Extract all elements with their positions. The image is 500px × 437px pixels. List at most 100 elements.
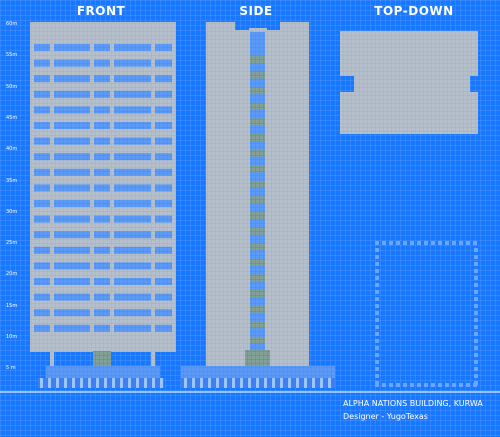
side-core-floor (250, 165, 265, 173)
front-window-band (34, 122, 172, 129)
scale-label: 60m (6, 21, 18, 27)
foundation-marker (474, 290, 478, 294)
front-window-band (34, 90, 172, 98)
front-window-band (34, 137, 172, 145)
foundation-marker (375, 311, 379, 315)
foundation-pile (240, 378, 243, 388)
foundation-marker (431, 383, 435, 387)
foundation-pile (128, 378, 131, 388)
foundation-marker (375, 255, 379, 259)
foundation-pile (248, 378, 251, 388)
foundation-pile (288, 378, 291, 388)
scale-label: 50m (6, 83, 18, 90)
foundation-marker (375, 297, 379, 301)
front-entrance (93, 351, 111, 366)
front-podium-slab (30, 342, 176, 352)
front-view-title: FRONT (76, 4, 126, 18)
side-core-floor (250, 336, 265, 344)
foundation-marker (474, 325, 478, 329)
foundation-marker (375, 346, 379, 350)
foundation-pile (320, 378, 323, 388)
foundation-pile (272, 378, 275, 388)
front-window-band (34, 215, 172, 223)
front-column (172, 41, 176, 345)
foundation-pile (144, 378, 147, 388)
foundation-marker (474, 255, 478, 259)
foundation-marker (375, 318, 379, 322)
foundation-marker (474, 332, 478, 336)
front-columns (30, 41, 176, 345)
foundation-marker (466, 241, 470, 245)
foundation-pile (88, 378, 91, 388)
foundation-pile (328, 378, 331, 388)
foundation-marker (403, 383, 407, 387)
front-window-band (34, 59, 172, 67)
front-column (151, 41, 155, 345)
foundation-marker (438, 241, 442, 245)
top-view-title: TOP-DOWN (374, 4, 454, 18)
foundation-pile (280, 378, 283, 388)
front-window-band (34, 309, 172, 317)
foundation-marker (382, 241, 386, 245)
scale-label: 20m (6, 271, 18, 278)
foundation-marker (474, 374, 478, 378)
side-core-floor (250, 196, 265, 204)
side-core-floor (250, 118, 265, 126)
side-core-floor (250, 290, 265, 297)
foundation-pile (112, 378, 115, 388)
foundation-marker (375, 262, 379, 266)
scale-label: 35m (6, 177, 18, 184)
foundation-marker (375, 353, 379, 357)
foundation-marker (474, 248, 478, 252)
foundation-marker (474, 311, 478, 315)
side-core-floor (250, 243, 265, 251)
foundation-marker (438, 383, 442, 387)
foundation-marker (452, 383, 456, 387)
side-core-floor (250, 274, 265, 282)
foundation-pile (160, 378, 163, 388)
foundation-pile (152, 378, 155, 388)
foundation-marker (474, 353, 478, 357)
foundation-marker (375, 332, 379, 336)
foundation-marker (396, 383, 400, 387)
side-core-floor (250, 56, 265, 63)
side-foundation-piles (184, 378, 331, 388)
foundation-marker (452, 241, 456, 245)
scale-label: 10m (6, 334, 18, 340)
front-column (90, 41, 94, 345)
foundation-pile (40, 378, 43, 388)
front-base (46, 366, 160, 378)
side-core-floor (250, 134, 265, 141)
scale-label: 55m (6, 52, 18, 59)
foundation-pile (208, 378, 211, 388)
foundation-marker (375, 304, 379, 308)
scale-label: 45m (6, 114, 18, 121)
side-core (250, 32, 265, 352)
front-window-band (34, 106, 172, 114)
foundation-marker (459, 383, 463, 387)
front-foundation-piles (40, 378, 163, 388)
foundation-marker (389, 383, 393, 387)
foundation-marker (375, 269, 379, 273)
side-base (181, 366, 335, 378)
foundation-pile (56, 378, 59, 388)
foundation-marker (375, 374, 379, 378)
side-core-green-floors (250, 56, 265, 344)
front-column (110, 41, 114, 345)
side-core-floor (250, 305, 265, 313)
foundation-pile (96, 378, 99, 388)
building-name: ALPHA NATIONS BUILDING, KURWA (343, 399, 483, 408)
foundation-marker (459, 241, 463, 245)
foundation-marker (474, 339, 478, 343)
side-core-floor (250, 258, 265, 266)
foundation-marker (424, 241, 428, 245)
foundation-pile (224, 378, 227, 388)
foundation-marker (474, 283, 478, 287)
foundation-marker (474, 346, 478, 350)
front-window-bands (34, 44, 172, 332)
foundation-marker (375, 248, 379, 252)
foundation-marker (474, 367, 478, 371)
foundation-marker (474, 318, 478, 322)
front-window-band (34, 324, 172, 332)
